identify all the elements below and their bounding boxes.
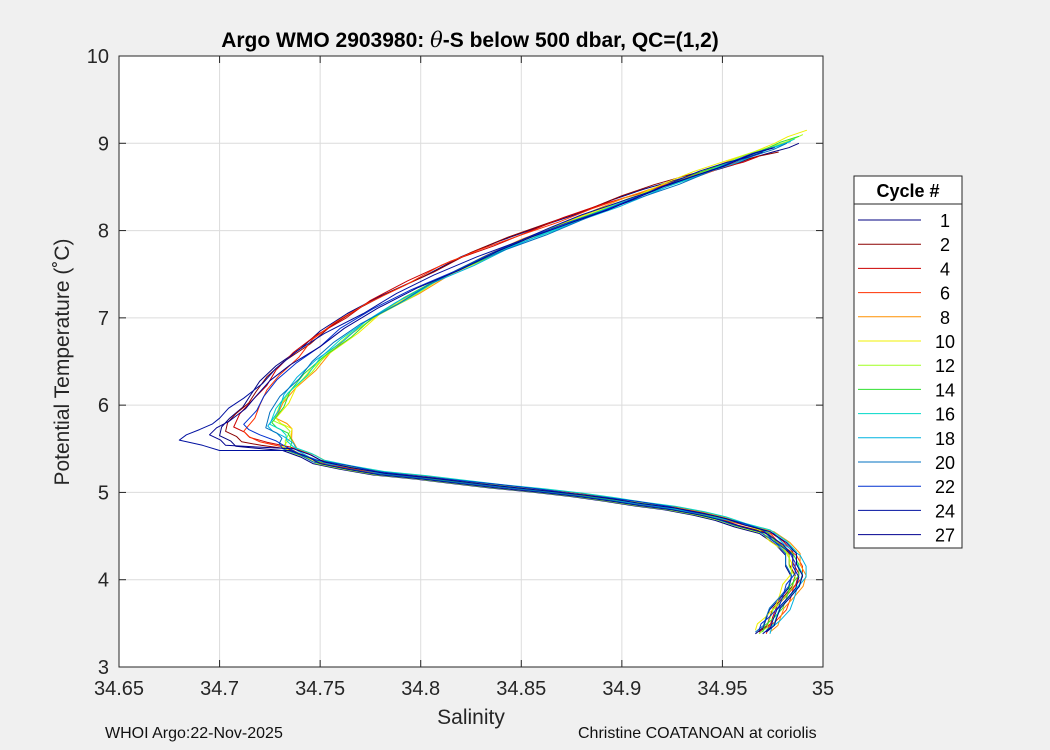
legend-label-cycle-2: 2: [940, 235, 950, 255]
legend-label-cycle-8: 8: [940, 308, 950, 328]
title-suffix: -S below 500 dbar, QC=(1,2): [443, 29, 719, 52]
series-line-cycle-24: [178, 151, 800, 635]
y-axis-label: Potential Temperature (˚C): [51, 238, 74, 485]
legend-label-cycle-16: 16: [935, 405, 955, 425]
x-tick-label: 35: [812, 678, 834, 700]
footer-credit-right: Christine COATANOAN at coriolis: [578, 725, 817, 742]
legend-label-cycle-12: 12: [935, 356, 955, 376]
legend-label-cycle-20: 20: [935, 453, 955, 473]
legend-label-cycle-14: 14: [935, 380, 955, 400]
grid-lines: [118, 55, 824, 668]
plot-frame: [118, 55, 824, 668]
y-tick-label: 6: [98, 395, 109, 417]
legend-label-cycle-10: 10: [935, 332, 955, 352]
series-line-cycle-27: [209, 147, 803, 633]
legend-title: Cycle #: [876, 181, 939, 201]
traces: [178, 129, 808, 635]
x-axis-label: Salinity: [437, 706, 505, 729]
y-tick-label: 7: [98, 308, 109, 330]
legend-label-cycle-1: 1: [940, 211, 950, 231]
legend-label-cycle-27: 27: [935, 526, 955, 546]
footer-credit-left: WHOI Argo:22-Nov-2025: [105, 725, 283, 742]
legend-label-cycle-6: 6: [940, 284, 950, 304]
y-tick-label: 3: [98, 657, 109, 679]
y-tick-label: 8: [98, 221, 109, 243]
legend-label-cycle-18: 18: [935, 429, 955, 449]
y-tick-label: 9: [98, 133, 109, 155]
y-tick-label: 4: [98, 570, 109, 592]
legend-label-cycle-22: 22: [935, 477, 955, 497]
title-prefix: Argo WMO 2903980:: [221, 29, 430, 52]
x-tick-label: 34.85: [496, 678, 546, 700]
series-line-cycle-20: [265, 142, 793, 633]
axis-ticks: 34.65 34.7 34.75 34.8 34.85 34.9 34.95 35 3 4 5 6 7 8…: [87, 46, 834, 700]
x-tick-label: 34.95: [697, 678, 747, 700]
legend-label-cycle-4: 4: [940, 259, 950, 279]
x-tick-label: 34.7: [200, 678, 239, 700]
title-theta: θ: [430, 28, 443, 52]
plot-area: [119, 56, 823, 667]
x-tick-label: 34.65: [94, 678, 144, 700]
x-tick-label: 34.8: [401, 678, 440, 700]
legend-label-cycle-24: 24: [935, 501, 955, 521]
x-tick-label: 34.75: [295, 678, 345, 700]
chart-title: Argo WMO 2903980: θ-S below 500 dbar, QC…: [221, 28, 719, 52]
x-tick-label: 34.9: [602, 678, 641, 700]
y-tick-label: 10: [87, 46, 109, 68]
y-tick-label: 5: [98, 482, 109, 504]
